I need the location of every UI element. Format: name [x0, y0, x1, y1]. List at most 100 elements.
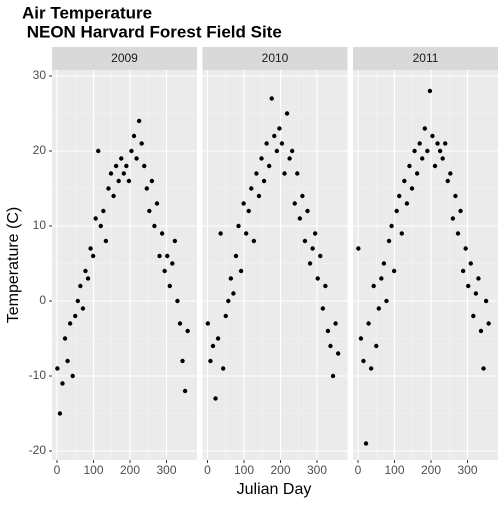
point	[486, 321, 491, 326]
point	[417, 141, 422, 146]
point	[356, 246, 361, 251]
point	[233, 253, 239, 259]
point	[249, 186, 254, 191]
point	[412, 148, 417, 154]
point	[312, 231, 318, 236]
point	[274, 148, 280, 154]
point	[165, 253, 170, 259]
point	[73, 313, 78, 319]
point	[389, 223, 394, 229]
point	[363, 441, 369, 446]
point	[455, 231, 461, 236]
point	[468, 261, 473, 266]
point	[131, 133, 137, 139]
point	[430, 133, 435, 139]
x-tick-label: 0	[204, 463, 211, 477]
point	[420, 156, 425, 161]
y-tick-label: 30	[33, 68, 47, 82]
point	[463, 246, 468, 251]
strip-background	[353, 47, 498, 70]
point	[116, 178, 121, 184]
point	[85, 276, 91, 281]
point	[318, 253, 323, 259]
point	[182, 388, 188, 394]
panel-background	[52, 70, 197, 460]
point	[223, 313, 228, 319]
point	[473, 291, 479, 296]
point	[437, 148, 443, 154]
point	[108, 171, 114, 176]
point	[147, 208, 152, 214]
point	[93, 216, 98, 221]
point	[180, 358, 185, 364]
point	[208, 358, 213, 364]
strip-label: 2009	[111, 51, 138, 65]
x-tick-label: 100	[234, 463, 254, 477]
point	[386, 238, 392, 244]
point	[231, 291, 236, 296]
y-tick-label: -10	[29, 368, 47, 382]
point	[103, 238, 109, 244]
x-tick-label: 200	[270, 463, 290, 477]
point	[478, 328, 484, 334]
point	[279, 141, 285, 146]
point	[483, 298, 489, 304]
y-tick-label: 0	[39, 293, 46, 307]
x-tick-label: 0	[355, 463, 362, 477]
point	[407, 163, 412, 169]
x-tick-label: 300	[457, 463, 477, 477]
point	[476, 276, 481, 281]
point	[460, 268, 466, 274]
point	[445, 178, 450, 184]
point	[458, 208, 463, 214]
point	[384, 298, 389, 304]
point	[297, 216, 303, 221]
panel-background	[202, 70, 348, 460]
point	[124, 163, 129, 169]
point	[213, 396, 218, 401]
point	[315, 276, 320, 281]
point	[175, 298, 180, 304]
point	[65, 358, 70, 364]
point	[328, 343, 333, 349]
point	[129, 148, 134, 154]
point	[368, 366, 374, 371]
point	[226, 298, 231, 304]
point	[238, 268, 244, 274]
point	[366, 321, 371, 326]
point	[325, 328, 331, 334]
point	[427, 88, 433, 94]
point	[134, 156, 139, 161]
strip-background	[202, 47, 348, 70]
point	[220, 366, 226, 371]
point	[246, 208, 251, 214]
point	[80, 306, 86, 311]
point	[282, 171, 287, 176]
point	[149, 178, 155, 184]
point	[228, 276, 234, 281]
point	[284, 111, 290, 116]
point	[443, 141, 448, 146]
point	[218, 231, 223, 236]
point	[453, 193, 458, 199]
point	[425, 148, 430, 154]
point	[300, 193, 305, 199]
point	[152, 223, 157, 229]
chart-title: Air Temperature	[22, 3, 152, 22]
point	[88, 246, 93, 251]
point	[272, 133, 277, 139]
point	[136, 118, 142, 124]
point	[55, 366, 60, 371]
point	[448, 171, 453, 176]
point	[302, 238, 308, 244]
point	[358, 336, 364, 341]
point	[241, 201, 246, 206]
point	[261, 178, 267, 184]
point	[243, 231, 249, 236]
point	[57, 411, 63, 416]
point	[402, 178, 407, 184]
x-tick-label: 300	[307, 463, 327, 477]
point	[307, 261, 313, 266]
point	[394, 208, 399, 214]
